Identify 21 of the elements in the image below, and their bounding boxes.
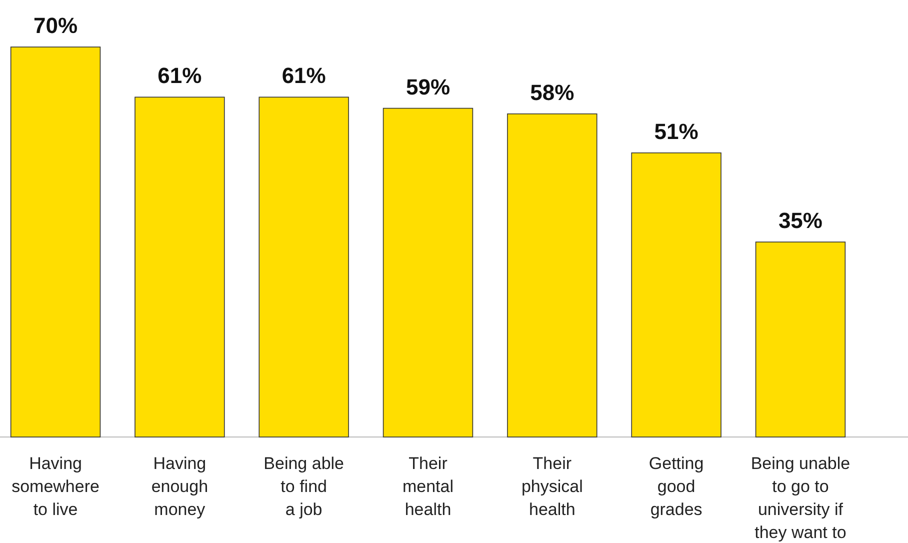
x-tick-label: Being able to find a job (264, 454, 344, 519)
x-tick-label: Getting good grades (648, 454, 704, 519)
bar (134, 96, 225, 438)
bar (382, 108, 474, 438)
x-tick-label: Being unable to go to university if they want to (750, 454, 850, 542)
data-label: 35% (778, 208, 822, 233)
bar (631, 152, 722, 438)
data-label: 59% (406, 74, 450, 100)
data-label: 58% (530, 80, 574, 105)
bar (507, 113, 598, 438)
data-label: 51% (654, 118, 698, 144)
data-label: 70% (34, 13, 78, 38)
x-tick-label: Their physical health (521, 454, 583, 519)
bar (10, 46, 101, 438)
x-tick-label: Their mental health (402, 454, 454, 519)
data-label: 61% (282, 63, 326, 88)
bar (258, 96, 349, 438)
x-tick-label: Having enough money (151, 454, 208, 519)
x-tick-label: Having somewhere to live (12, 454, 100, 519)
bar (755, 242, 846, 438)
data-label: 61% (158, 63, 202, 88)
